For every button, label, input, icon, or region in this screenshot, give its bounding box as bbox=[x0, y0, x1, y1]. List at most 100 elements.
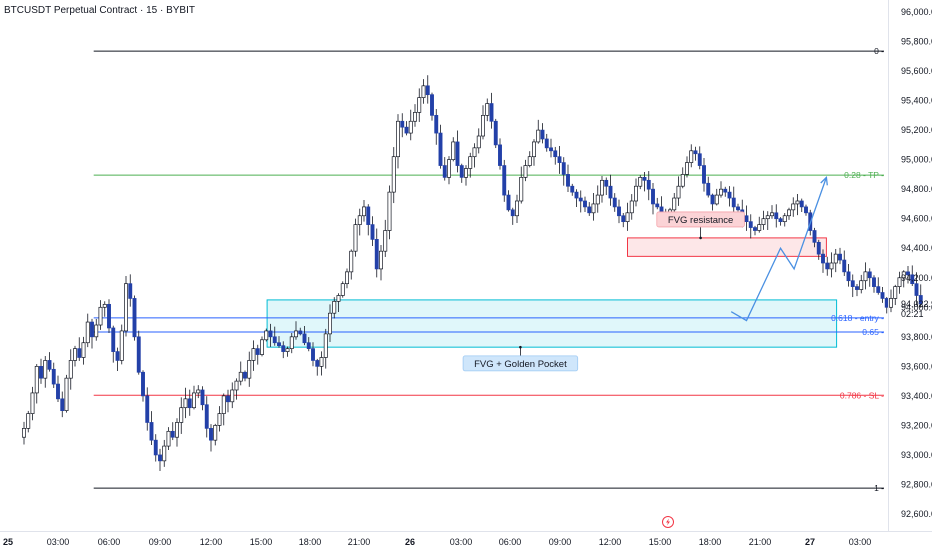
candle bbox=[680, 167, 685, 189]
candle bbox=[413, 104, 417, 127]
time-tick-label: 15:00 bbox=[250, 537, 273, 547]
candle bbox=[799, 198, 804, 213]
candle-body bbox=[90, 321, 94, 338]
candle bbox=[578, 190, 583, 213]
price-tick-label: 95,800.0 bbox=[901, 37, 932, 47]
candle bbox=[421, 79, 426, 104]
candle bbox=[566, 164, 570, 192]
candle-body bbox=[298, 330, 303, 335]
callout-label-1: FVG resistance bbox=[668, 215, 733, 226]
candle bbox=[158, 448, 162, 471]
candle-body bbox=[706, 182, 711, 196]
candle-body bbox=[723, 188, 728, 193]
candle-body bbox=[901, 271, 906, 279]
candle-body bbox=[345, 271, 349, 285]
time-tick-label: 06:00 bbox=[499, 537, 522, 547]
candle bbox=[179, 397, 184, 434]
candle bbox=[149, 411, 154, 446]
candle bbox=[595, 185, 600, 213]
candle bbox=[374, 228, 379, 278]
candle-body bbox=[821, 253, 825, 264]
candle-body bbox=[77, 348, 82, 358]
price-tick-label: 94,000.0 bbox=[901, 302, 932, 312]
candle bbox=[268, 323, 273, 347]
candle bbox=[128, 274, 133, 307]
candle-body bbox=[544, 138, 549, 149]
time-tick-label: 18:00 bbox=[699, 537, 722, 547]
candle-body bbox=[795, 200, 800, 205]
candle bbox=[332, 297, 337, 319]
candle bbox=[455, 130, 460, 173]
candle-body bbox=[408, 120, 413, 134]
candle bbox=[209, 424, 213, 452]
candle-body bbox=[634, 185, 638, 202]
candle-body bbox=[353, 224, 358, 252]
time-tick-label: 21:00 bbox=[348, 537, 371, 547]
time-tick-label: 18:00 bbox=[299, 537, 322, 547]
candle-body bbox=[689, 150, 694, 163]
candle-body bbox=[175, 422, 179, 438]
price-tick-label: 95,000.0 bbox=[901, 155, 932, 165]
candle-body bbox=[107, 303, 111, 329]
candle-body bbox=[379, 250, 383, 270]
candle bbox=[234, 378, 239, 400]
candle-body bbox=[264, 330, 269, 341]
candle bbox=[736, 203, 740, 212]
candle bbox=[408, 109, 413, 141]
price-tick-label: 93,400.0 bbox=[901, 391, 932, 401]
candle-body bbox=[374, 239, 379, 270]
time-tick-label: 03:00 bbox=[450, 537, 473, 547]
price-tick-label: 92,600.0 bbox=[901, 509, 932, 519]
candle bbox=[136, 330, 141, 375]
price-tick-label: 94,200.0 bbox=[901, 273, 932, 283]
candle bbox=[549, 138, 553, 158]
candle bbox=[557, 146, 562, 174]
candle-body bbox=[243, 371, 247, 379]
candle bbox=[770, 205, 774, 219]
candle-body bbox=[591, 203, 596, 214]
candle-body bbox=[638, 177, 643, 187]
candle bbox=[476, 128, 481, 154]
candle-body bbox=[328, 312, 332, 335]
candle-body bbox=[34, 366, 39, 394]
fib-label-0: 0 - bbox=[874, 46, 884, 56]
candle bbox=[362, 199, 366, 222]
candle-body bbox=[158, 454, 162, 462]
candle-body bbox=[744, 215, 749, 223]
candle bbox=[238, 361, 243, 386]
candle bbox=[838, 247, 842, 265]
candle-body bbox=[404, 126, 409, 134]
candle-body bbox=[629, 200, 634, 214]
candle bbox=[897, 271, 902, 294]
candle bbox=[774, 204, 779, 228]
candle bbox=[561, 157, 566, 186]
candle bbox=[85, 313, 90, 348]
candle-body bbox=[727, 191, 732, 199]
candle-body bbox=[336, 295, 341, 302]
candle-body bbox=[362, 206, 366, 217]
candle-body bbox=[115, 351, 120, 361]
candle bbox=[451, 137, 456, 162]
candle-body bbox=[56, 383, 60, 400]
candle-body bbox=[221, 395, 226, 414]
candle bbox=[625, 202, 630, 231]
candle bbox=[192, 385, 196, 410]
candle bbox=[787, 207, 791, 220]
candle bbox=[247, 351, 252, 387]
candle bbox=[43, 356, 48, 388]
candle-body bbox=[812, 230, 817, 243]
fib-label-2: 0.618 - entry - bbox=[831, 313, 884, 323]
price-tick-label: 92,800.0 bbox=[901, 479, 932, 489]
fib-label-1: 0.28 - TP - bbox=[844, 170, 884, 180]
candle-body bbox=[149, 422, 154, 441]
candle bbox=[319, 351, 324, 376]
candle-body bbox=[485, 103, 490, 116]
candle bbox=[782, 213, 787, 227]
fib-label-3: 0.65 - bbox=[862, 327, 884, 337]
candle-body bbox=[30, 392, 35, 414]
candle bbox=[30, 386, 35, 421]
candle bbox=[119, 324, 124, 365]
zones-layer bbox=[266, 237, 838, 348]
candle bbox=[795, 194, 800, 216]
